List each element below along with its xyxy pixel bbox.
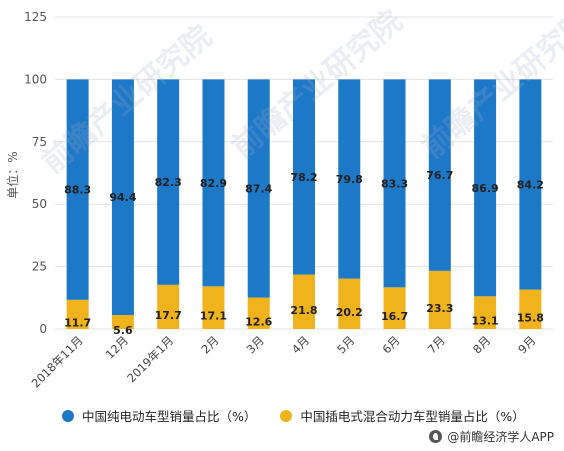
data-labels: 11.7 88.3 5.6 94.4 17.7 82.3 17.1 82.9 12.6 87.4 2… <box>64 169 544 337</box>
data-label-bev: 78.2 <box>290 171 317 184</box>
bars <box>66 79 542 329</box>
x-tick-label: 8月 <box>470 333 493 356</box>
source-logo-icon <box>429 430 443 443</box>
x-tick-label: 6月 <box>379 333 402 356</box>
y-axis-label: 单位：% <box>5 151 20 198</box>
y-tick-label: 100 <box>24 72 47 86</box>
data-label-bev: 83.3 <box>381 177 408 190</box>
bar-phev <box>519 289 542 329</box>
x-tick-label: 5月 <box>334 333 357 356</box>
data-label-bev: 94.4 <box>109 191 136 204</box>
legend-item-bev: 中国纯电动车型销量占比（%） <box>62 406 256 425</box>
bar-phev <box>338 278 361 329</box>
x-tick-label: 2月 <box>198 333 221 356</box>
data-label-phev: 20.2 <box>336 306 363 319</box>
data-label-phev: 23.3 <box>426 302 453 315</box>
bar-bev <box>247 79 270 298</box>
data-label-phev: 21.8 <box>290 304 317 317</box>
legend-item-phev: 中国插电式混合动力车型销量占比（%） <box>280 406 525 425</box>
x-tick-label: 3月 <box>244 333 267 356</box>
data-label-phev: 5.6 <box>113 324 133 337</box>
bar-bev <box>383 79 406 288</box>
bar-bev <box>338 79 361 279</box>
data-label-phev: 15.8 <box>517 311 544 324</box>
y-tick-label: 50 <box>32 197 47 211</box>
source-text: @前瞻经济学人APP <box>447 430 554 444</box>
data-label-bev: 82.9 <box>200 177 227 190</box>
bar-phev <box>66 299 89 329</box>
x-tick-label: 2019年1月 <box>124 333 176 385</box>
bar-phev <box>293 274 315 329</box>
bar-phev <box>157 284 180 329</box>
y-tick-label: 25 <box>32 260 47 274</box>
data-label-phev: 17.1 <box>200 310 227 323</box>
bar-bev <box>293 79 315 275</box>
data-label-bev: 86.9 <box>472 182 499 195</box>
x-tick-label: 2018年11月 <box>29 333 86 390</box>
data-label-bev: 79.8 <box>336 173 363 186</box>
bar-phev <box>111 315 134 329</box>
bar-phev <box>202 286 225 329</box>
data-label-phev: 16.7 <box>381 310 408 323</box>
bar-phev <box>383 287 406 329</box>
data-label-phev: 12.6 <box>245 315 272 328</box>
bar-bev <box>202 79 225 287</box>
source-credit: @前瞻经济学人APP <box>429 428 554 445</box>
bar-phev <box>247 297 270 329</box>
legend-dot-bev <box>62 409 74 422</box>
legend-label-bev: 中国纯电动车型销量占比（%） <box>82 409 257 424</box>
y-tick-label: 125 <box>24 10 47 24</box>
data-label-phev: 13.1 <box>472 315 499 328</box>
bar-bev <box>66 79 89 300</box>
y-axis-ticks: 0 25 50 75 100 125 <box>24 10 47 336</box>
x-tick-label: 12月 <box>103 333 131 361</box>
data-label-phev: 17.7 <box>155 309 182 322</box>
legend-dot-phev <box>280 409 293 422</box>
data-label-bev: 76.7 <box>426 169 453 182</box>
bar-phev <box>474 296 497 329</box>
bar-bev <box>111 79 134 316</box>
legend: 中国纯电动车型销量占比（%） 中国插电式混合动力车型销量占比（%） <box>62 406 525 425</box>
x-tick-label: 9月 <box>515 333 538 356</box>
data-label-bev: 88.3 <box>64 184 91 197</box>
bar-bev <box>157 79 180 285</box>
bar-phev <box>428 270 451 329</box>
bar-bev <box>519 79 542 290</box>
legend-label-phev: 中国插电式混合动力车型销量占比（%） <box>300 409 525 424</box>
data-label-bev: 84.2 <box>517 178 544 191</box>
y-tick-label: 0 <box>39 322 47 336</box>
x-tick-label: 4月 <box>289 333 312 356</box>
data-label-bev: 82.3 <box>155 176 182 189</box>
x-tick-label: 7月 <box>425 333 448 356</box>
y-tick-label: 75 <box>32 135 47 149</box>
data-label-bev: 87.4 <box>245 182 272 195</box>
data-label-phev: 11.7 <box>64 316 91 329</box>
bar-bev <box>428 79 451 271</box>
bar-bev <box>474 79 497 297</box>
